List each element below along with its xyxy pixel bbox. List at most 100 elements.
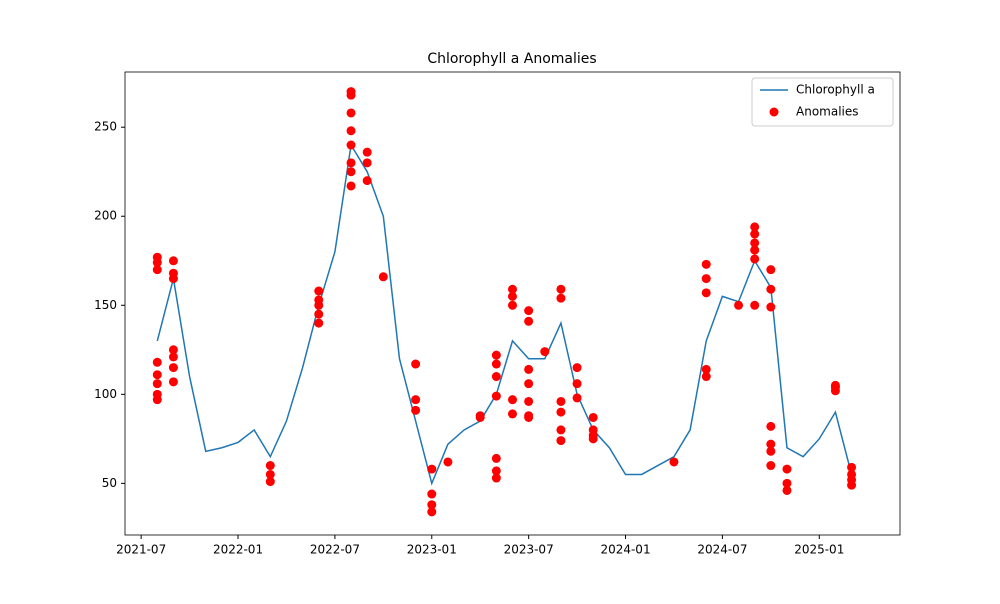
anomaly-point [152,389,162,399]
x-tick-label: 2024-01 [600,543,650,557]
anomaly-point [572,379,582,389]
anomaly-point [572,363,582,373]
anomaly-point [314,300,324,310]
anomaly-point [346,181,356,191]
anomaly-point [734,300,744,310]
x-tick-label: 2022-07 [310,543,360,557]
anomaly-point [766,265,776,275]
anomaly-point [265,461,275,471]
anomaly-point [168,256,178,266]
legend-label: Anomalies [796,105,859,119]
anomaly-point [766,446,776,456]
anomaly-point [346,167,356,177]
anomaly-point [782,485,792,495]
anomaly-point [750,229,760,239]
anomaly-point [669,457,679,467]
anomaly-point [508,409,517,419]
x-tick-label: 2025-01 [794,543,844,557]
anomaly-point [750,254,760,264]
anomaly-point [411,395,421,405]
y-tick-label: 150 [94,298,117,312]
y-tick-label: 200 [94,209,117,223]
anomaly-point [572,393,582,403]
anomaly-point [782,464,792,474]
anomaly-point [314,286,324,296]
anomaly-point [491,473,501,483]
anomaly-point [701,372,711,382]
anomaly-point [427,507,437,517]
anomaly-point [782,478,792,488]
anomaly-point [378,272,388,282]
anomaly-point [427,500,437,510]
anomaly-point [491,453,501,463]
anomaly-point [168,363,178,373]
anomaly-point [750,222,760,232]
legend: Chlorophyll a Anomalies [751,77,894,127]
anomaly-point [766,421,776,431]
anomaly-point [346,90,356,100]
anomaly-point [314,309,324,319]
x-tick-label: 2022-01 [213,543,263,557]
anomaly-point [508,291,517,301]
y-tick-label: 100 [94,387,117,401]
anomaly-point [168,352,178,362]
anomaly-point [766,461,776,471]
anomaly-point [508,284,517,294]
anomaly-point [346,108,356,118]
x-tick-label: 2024-07 [697,543,747,557]
anomaly-point [168,345,178,355]
x-tick-label: 2023-01 [407,543,457,557]
anomaly-point [524,412,534,422]
anomaly-point [346,140,356,150]
anomaly-point [556,293,566,303]
anomaly-point [475,412,485,422]
anomaly-point [491,372,501,382]
anomaly-point [152,357,162,367]
legend-swatch [769,107,779,117]
anomaly-point [152,265,162,275]
anomaly-point [524,306,534,316]
anomaly-point [427,464,437,474]
anomaly-point [701,288,711,298]
anomaly-point [152,370,162,380]
anomaly-point [556,396,566,406]
anomaly-point [427,489,437,499]
anomaly-point [524,379,534,389]
data-line [156,142,853,486]
anomaly-point [588,430,598,440]
anomaly-point [508,395,517,405]
anomaly-point [701,274,711,284]
anomaly-point [508,300,517,310]
anomaly-point [588,412,598,422]
anomaly-point [766,302,776,312]
x-tick-label: 2023-07 [504,543,554,557]
anomaly-point [346,126,356,136]
anomaly-point [411,359,421,369]
anomaly-point [556,425,566,435]
y-tick-label: 250 [94,120,117,134]
anomaly-point [362,176,372,186]
anomaly-point [411,405,421,415]
anomaly-point [443,457,453,467]
anomaly-point [524,316,534,326]
anomaly-point [314,318,324,328]
anomaly-point [556,436,566,446]
anomaly-point [766,284,776,294]
anomaly-point [362,158,372,168]
anomaly-point [524,364,534,374]
anomaly-point [491,350,501,360]
anomaly-point [540,347,550,357]
anomaly-point [152,252,162,262]
anomaly-point [750,238,760,248]
anomaly-point [830,386,840,396]
anomaly-point [750,300,760,310]
anomaly-point [556,407,566,417]
anomaly-point [491,359,501,369]
anomaly-point [847,475,857,485]
anomaly-point [701,259,711,269]
anomaly-point [750,245,760,255]
anomaly-point [168,377,178,387]
y-tick-label: 50 [102,476,117,490]
anomaly-point [847,462,857,472]
